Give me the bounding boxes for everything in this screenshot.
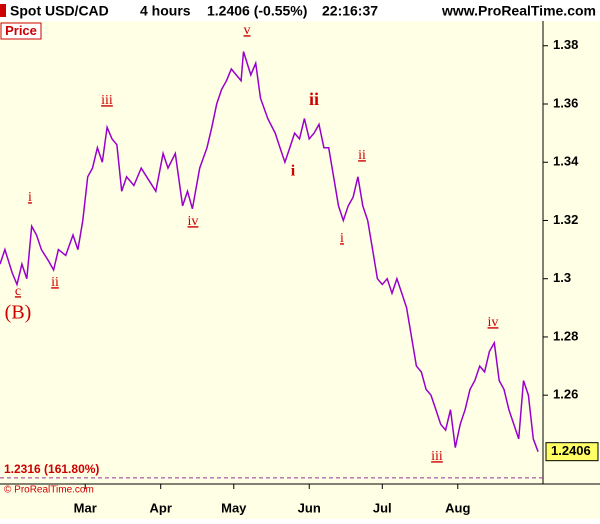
copyright: © ProRealTime.com (4, 485, 94, 496)
time: 22:16:37 (322, 3, 378, 19)
x-tick-label: Mar (74, 500, 97, 515)
wave-label: iv (188, 214, 199, 229)
header-bar (0, 0, 600, 21)
panel-label-box (0, 22, 42, 40)
x-tick-label: Apr (150, 500, 172, 515)
wave-label: iii (431, 449, 443, 464)
y-tick-label: 1.34 (553, 154, 579, 169)
wave-label: i (291, 163, 296, 180)
x-tick-label: May (221, 500, 247, 515)
target-label: 1.2316 (161.80%) (4, 462, 99, 476)
interval: 4 hours (140, 3, 191, 19)
site: www.ProRealTime.com (441, 3, 596, 19)
y-tick-label: 1.32 (553, 212, 578, 227)
wave-label: v (244, 23, 251, 38)
x-tick-label: Jun (298, 500, 321, 515)
quote: 1.2406 (-0.55%) (207, 3, 307, 19)
y-tick-label: 1.26 (553, 387, 578, 402)
wave-label: iii (101, 93, 113, 108)
wave-label: i (28, 190, 32, 205)
x-tick-label: Jul (373, 500, 392, 515)
x-tick-label: Aug (445, 500, 470, 515)
price-line (0, 51, 539, 452)
symbol: Spot USD/CAD (10, 3, 109, 19)
y-tick-label: 1.3 (553, 270, 571, 285)
last-price: 1.2406 (551, 443, 591, 458)
wave-label: c (15, 284, 21, 299)
y-tick-label: 1.28 (553, 328, 578, 343)
header-icon (0, 4, 6, 17)
wave-label: ii (309, 89, 319, 109)
panel-label: Price (5, 23, 37, 38)
wave-label: ii (358, 148, 366, 163)
wave-label: (B) (5, 302, 32, 324)
wave-label: ii (51, 275, 59, 290)
y-tick-label: 1.36 (553, 95, 578, 110)
wave-label: i (340, 231, 344, 246)
wave-label: iv (488, 315, 499, 330)
last-price-box (545, 442, 599, 462)
y-tick-label: 1.38 (553, 37, 578, 52)
